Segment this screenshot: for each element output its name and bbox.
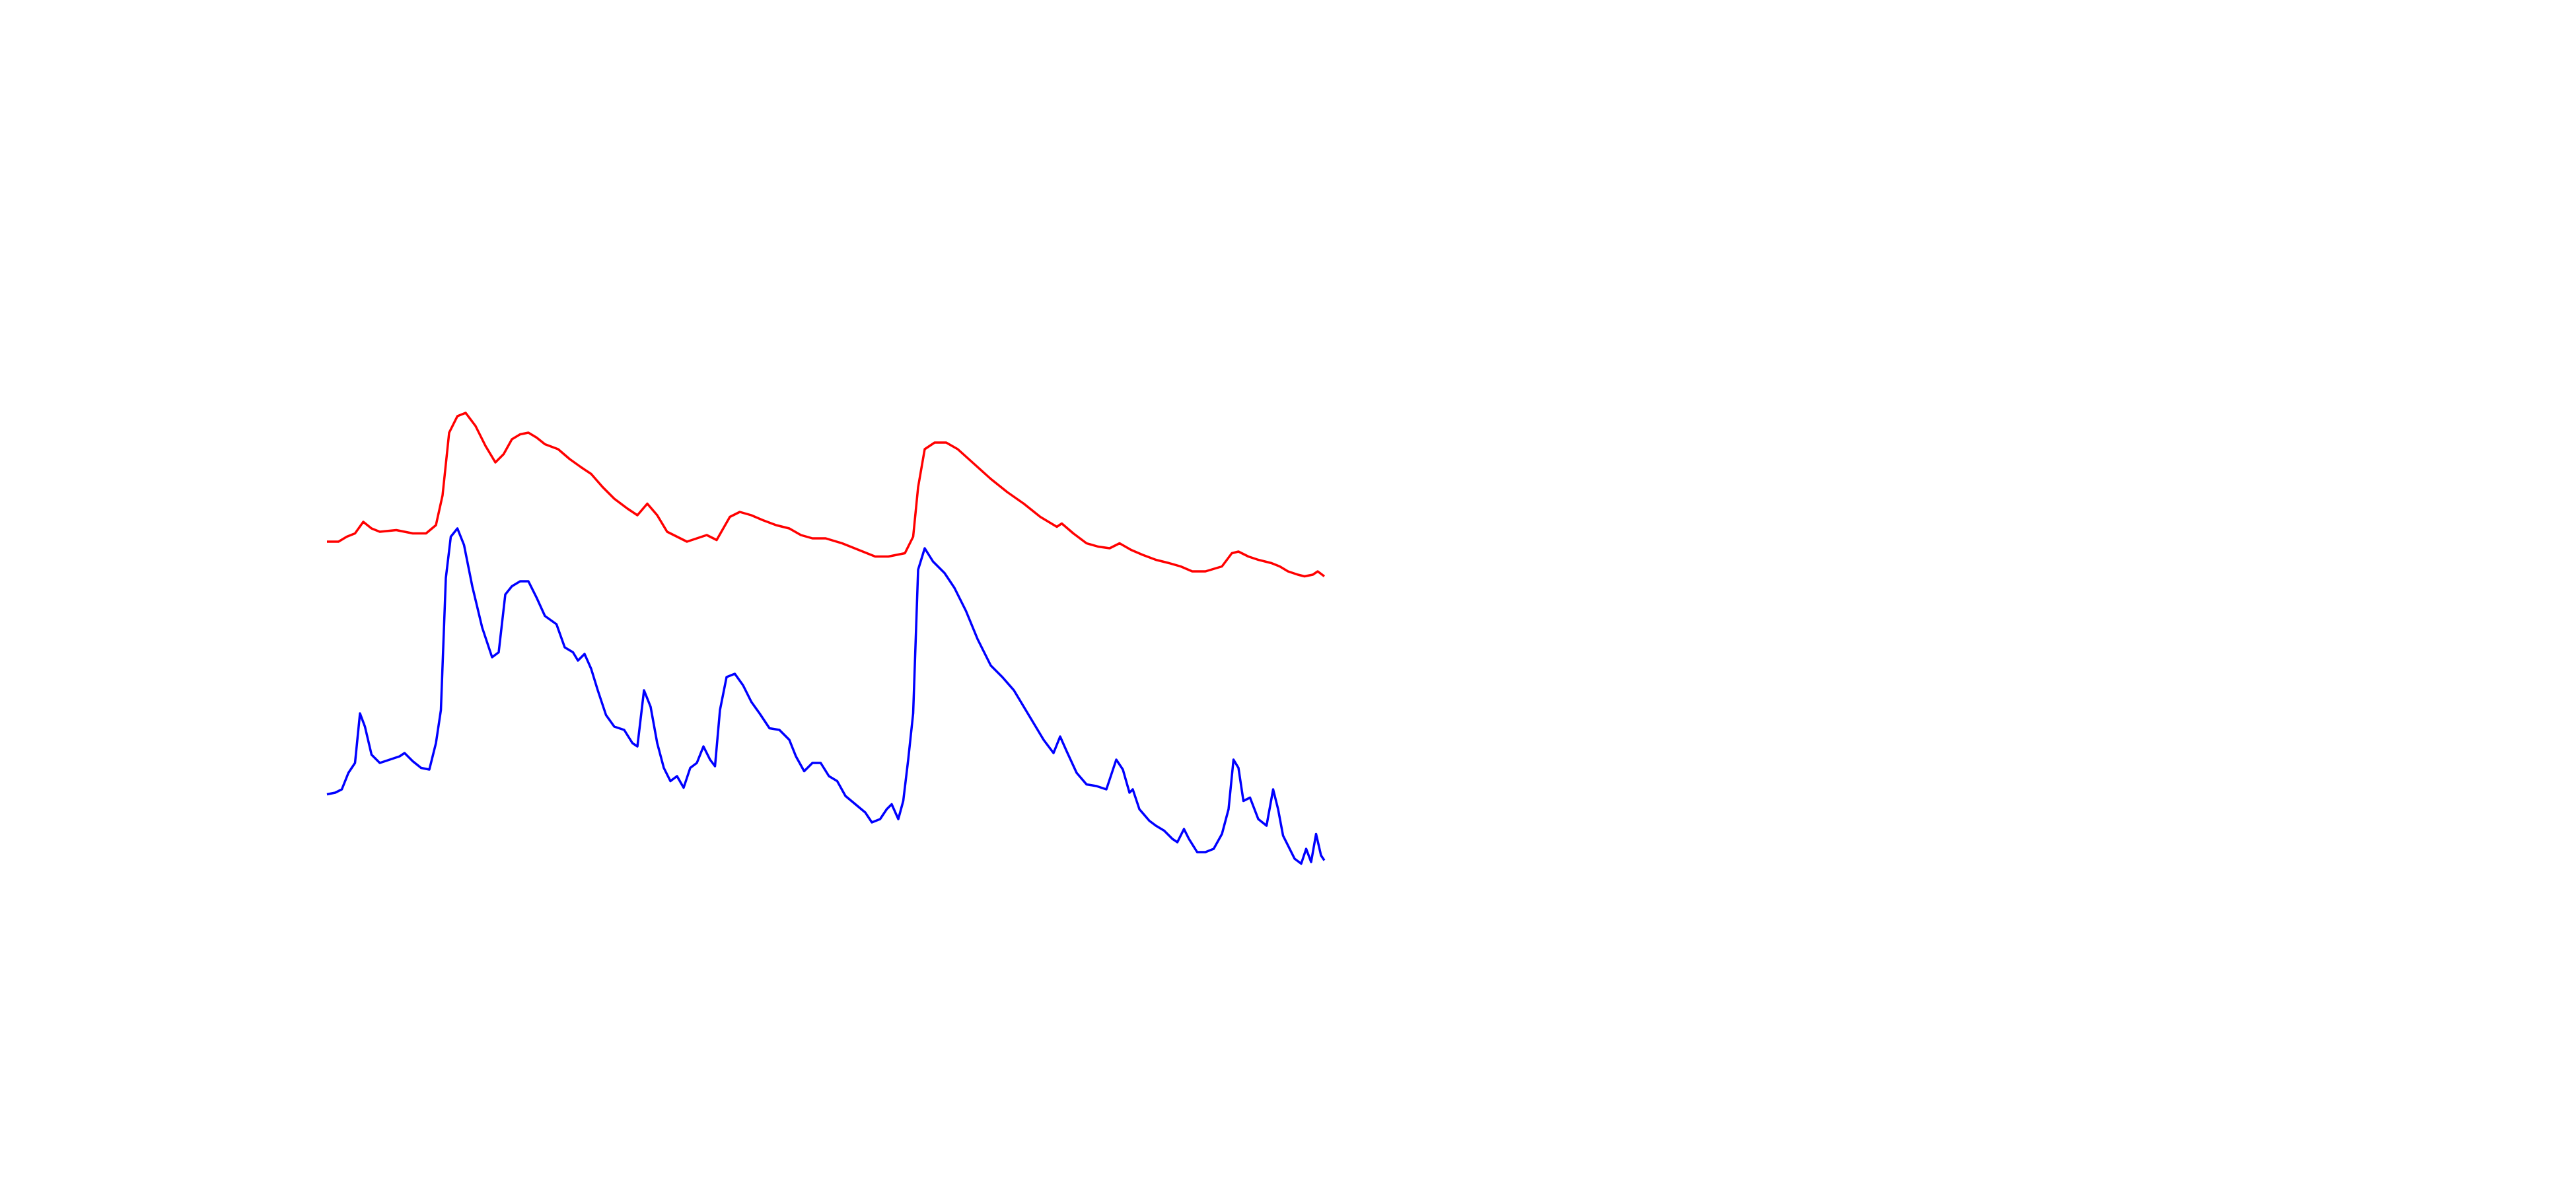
data-line	[326, 527, 1326, 865]
data-line	[327, 412, 1326, 578]
